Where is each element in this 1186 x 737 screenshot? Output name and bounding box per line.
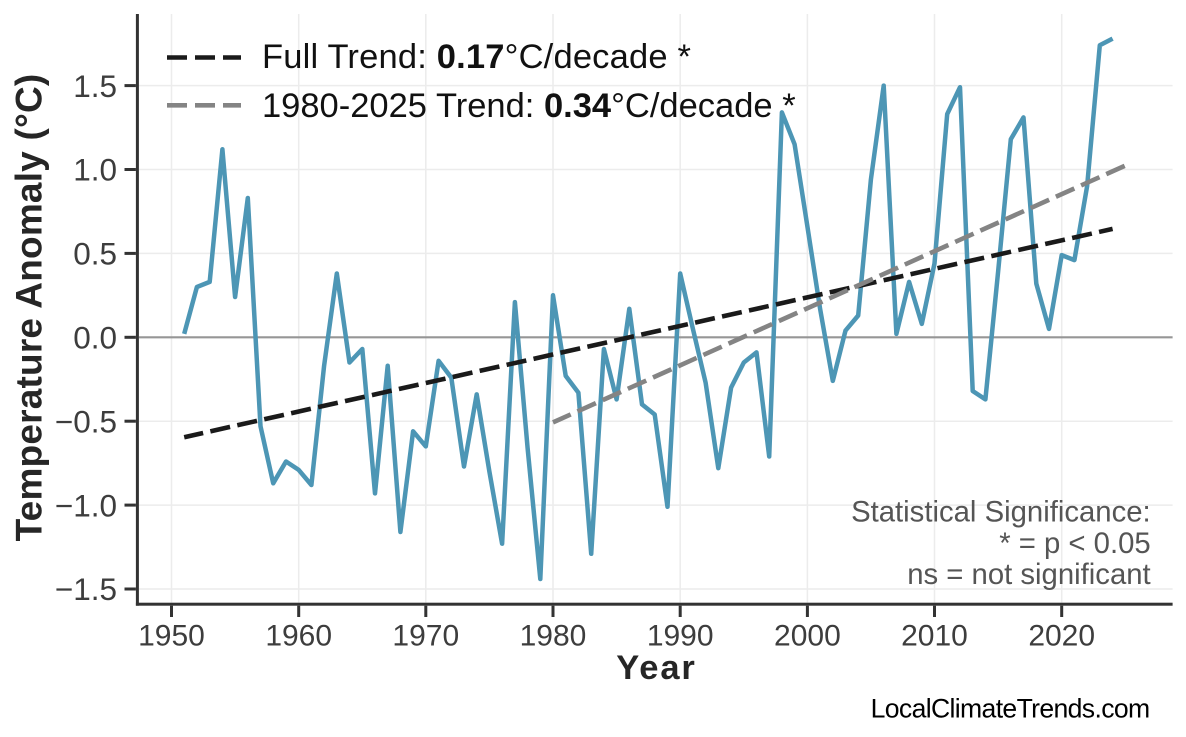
- svg-text:* = p < 0.05: * = p < 0.05: [999, 527, 1151, 560]
- svg-text:1.0: 1.0: [73, 152, 117, 188]
- svg-text:2000: 2000: [774, 619, 841, 652]
- svg-text:−1.5: −1.5: [55, 571, 117, 607]
- svg-text:1.5: 1.5: [73, 68, 117, 104]
- svg-text:1980-2025 Trend: 0.34°C/decade: 1980-2025 Trend: 0.34°C/decade *: [262, 87, 796, 125]
- svg-text:Statistical Significance:: Statistical Significance:: [851, 496, 1151, 529]
- svg-text:1990: 1990: [647, 619, 714, 652]
- svg-text:LocalClimateTrends.com: LocalClimateTrends.com: [871, 694, 1150, 724]
- svg-text:2010: 2010: [901, 619, 968, 652]
- svg-text:2020: 2020: [1028, 619, 1095, 652]
- svg-text:Year: Year: [616, 649, 697, 687]
- svg-text:1970: 1970: [392, 619, 459, 652]
- svg-text:−0.5: −0.5: [55, 403, 117, 439]
- svg-text:1950: 1950: [138, 619, 205, 652]
- svg-text:Full Trend: 0.17°C/decade *: Full Trend: 0.17°C/decade *: [262, 38, 691, 76]
- svg-text:1980: 1980: [520, 619, 587, 652]
- svg-text:ns = not significant: ns = not significant: [907, 558, 1150, 591]
- svg-text:1960: 1960: [265, 619, 332, 652]
- svg-text:Temperature Anomaly (°C): Temperature Anomaly (°C): [9, 74, 50, 542]
- svg-text:0.5: 0.5: [73, 236, 117, 272]
- svg-text:0.0: 0.0: [73, 320, 117, 356]
- svg-text:−1.0: −1.0: [55, 487, 117, 523]
